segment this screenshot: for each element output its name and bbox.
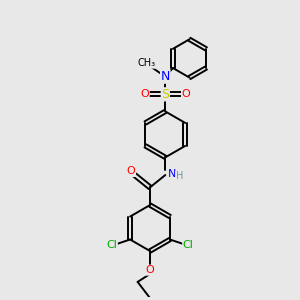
Text: N: N	[160, 70, 170, 83]
Text: H: H	[176, 172, 183, 182]
Text: N: N	[168, 169, 176, 178]
Text: O: O	[146, 265, 154, 275]
Text: Cl: Cl	[106, 240, 117, 250]
Text: S: S	[161, 88, 169, 101]
Text: CH₃: CH₃	[138, 58, 156, 68]
Text: Cl: Cl	[183, 240, 194, 250]
Text: O: O	[127, 167, 136, 176]
Text: O: O	[182, 89, 190, 99]
Text: O: O	[140, 89, 149, 99]
